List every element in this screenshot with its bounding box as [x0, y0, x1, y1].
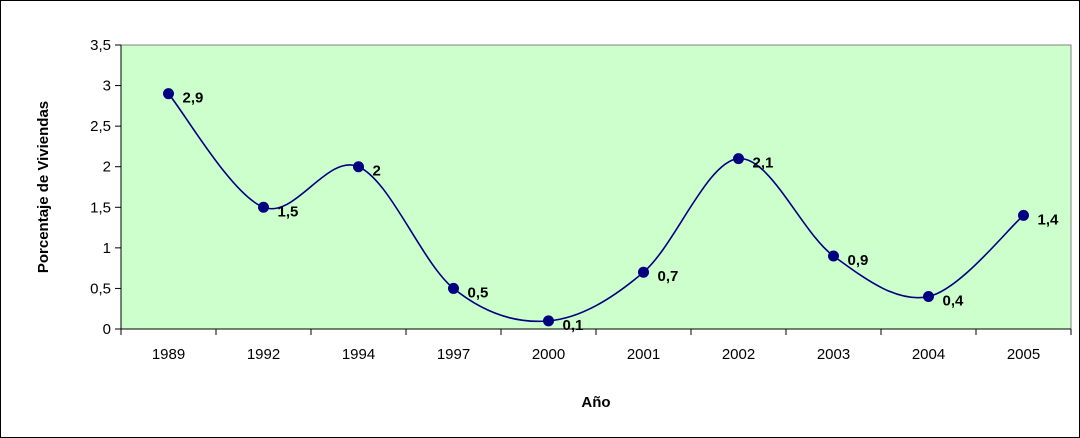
data-point	[733, 153, 744, 165]
series-line	[167, 93, 1025, 323]
y-tick-label: 3,5	[90, 37, 111, 54]
y-tick-label: 0,5	[90, 280, 111, 297]
x-tick-label: 1994	[342, 346, 375, 363]
y-tick-label: 0	[103, 321, 111, 338]
data-label: 2,1	[753, 155, 774, 172]
x-axis-title: Año	[581, 394, 610, 411]
x-tick-label: 1992	[247, 346, 280, 363]
data-point	[1018, 209, 1029, 221]
data-point	[353, 161, 364, 173]
data-label: 0,7	[658, 268, 679, 285]
data-point	[828, 250, 839, 262]
x-tick-label: 2001	[627, 346, 660, 363]
data-label: 2,9	[183, 90, 204, 107]
x-tick-label: 2000	[532, 346, 565, 363]
data-point	[258, 201, 269, 213]
data-point	[448, 282, 459, 294]
data-label: 2	[373, 163, 381, 180]
data-label: 0,1	[563, 317, 584, 334]
y-axis-title: Porcentaje de Viviendas	[35, 101, 52, 273]
data-point	[638, 266, 649, 278]
y-tick-label: 1,5	[90, 199, 111, 216]
y-tick-label: 1	[103, 240, 111, 257]
x-tick-label: 2004	[912, 346, 945, 363]
x-tick-label: 2003	[817, 346, 850, 363]
data-point	[543, 315, 554, 327]
data-label: 0,5	[468, 284, 489, 301]
x-tick-label: 1997	[437, 346, 470, 363]
y-axis: 0 0,5 1 1,5 2 2,5 3 3,5	[90, 37, 122, 338]
data-point	[163, 88, 174, 100]
x-tick-label: 2002	[722, 346, 755, 363]
data-point	[923, 291, 934, 303]
data-label: 1,4	[1038, 211, 1060, 228]
y-tick-label: 3	[103, 78, 111, 95]
data-labels: 2,9 1,5 2 0,5 0,1 0,7 2,1 0,9 0,4 1,4	[183, 90, 1060, 334]
data-label: 0,4	[943, 293, 965, 310]
x-axis: 1989 1992 1994 1997 2000 2001 2002 2003 2004 2005	[120, 328, 1072, 363]
plot-area	[120, 44, 1072, 330]
data-label: 0,9	[848, 252, 869, 269]
markers	[163, 88, 1029, 327]
y-tick-label: 2	[103, 159, 111, 176]
x-tick-label: 2005	[1007, 346, 1040, 363]
x-tick-label: 1989	[152, 346, 185, 363]
data-label: 1,5	[278, 203, 299, 220]
y-tick-label: 2,5	[90, 118, 111, 135]
